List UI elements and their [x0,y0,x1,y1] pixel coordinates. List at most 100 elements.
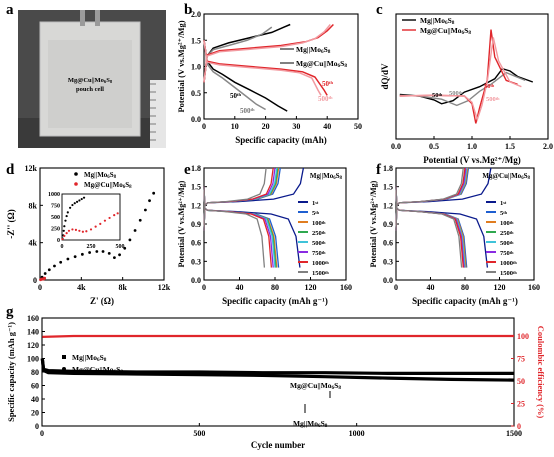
inset-x-tick-d: 0 [61,244,64,250]
text-span: S [340,59,344,68]
text-span: 5 [312,210,316,217]
legend-marker-d-1 [74,172,78,176]
inset-point-d [78,199,81,202]
y-tick-e-label: 0.3 [191,257,201,266]
text-span: Mg@Cu||Mo [72,365,114,374]
charge-curve-e-6 [203,167,274,231]
series-line-b-3 [203,40,266,111]
inset-point-d [71,228,74,231]
y-tick-e-label: 1.8 [191,164,201,173]
legend-g-2: Mg@Cu||Mo6S8 [72,365,123,375]
y2-tick-g-label: 50 [517,377,525,386]
legend-marker-g-2 [62,367,66,371]
x-tick-c-label: 2.0 [543,142,553,151]
text-span: Mg@Cu||Mo [290,381,332,390]
text-span: 500 [500,240,510,247]
x-axis-label-c: Potential (V vs.Mg²⁺/Mg) [423,155,521,165]
text-span: Mg||Mo [310,172,334,180]
text-span: 500 [318,95,329,103]
text-span: S [524,172,528,180]
text-span: 6 [107,175,110,180]
data-point-d [80,252,84,256]
y-tick-b-label: 0.5 [191,89,201,98]
series-line-b-5 [203,40,328,96]
discharge-curve-e-7 [203,186,266,268]
inset-point-d [85,230,88,233]
text-span: 6 [338,63,341,69]
legend-b-2: Mg@Cu||Mo6S8 [296,59,347,69]
series-line-b-1 [203,40,288,112]
y-tick-g-label: 0 [35,422,39,431]
y-tick-f-label: 1.5 [383,183,393,192]
text-span: 50 [230,92,238,100]
panel-letter: d [6,162,15,178]
text-span: st [503,200,507,205]
text-span: 6 [521,176,524,181]
text-span: 500 [240,107,251,115]
text-span: th [237,92,242,97]
inset-frame-d [61,193,121,241]
data-point-d [59,260,63,264]
y2-axis-label-g: Coulombic efficiency (%) [536,326,546,419]
inset-point-d [103,219,107,222]
inset-point-d [61,237,64,241]
y-tick-g-label: 80 [31,368,39,377]
text-span: th [329,80,334,85]
legend-f-0: 1st [500,200,507,207]
y-tick-e-label: 1.2 [191,201,201,210]
x-tick-e-label: 160 [340,283,352,292]
inset-y-tick-d: 500 [51,215,60,221]
legend-d-2: Mg@Cu||Mo6S8 [84,181,132,190]
text-span: th [329,95,334,100]
text-span: 6 [114,369,117,375]
text-span: 8 [114,175,117,180]
y-tick-g-label: 60 [31,382,39,391]
inset-point-d [71,203,74,207]
y-tick-b-label: 1.0 [191,63,201,72]
inset-point-d [75,200,79,203]
x-tick-b-label: 10 [231,122,239,131]
text-span: 1 [312,200,315,207]
chart-title-f: Mg@Cu||Mo6S8 [482,172,530,181]
series-line-g-0 [40,358,515,382]
inset-point-d [63,234,66,237]
annotation-g-cu: Mg@Cu||Mo6S8 [290,381,341,391]
annotation-b-50-black: 50th [230,92,242,100]
inset-point-d [81,230,84,233]
inset-point-d [62,229,65,232]
legend-marker-d-2 [74,182,78,186]
x-axis-label-f: Specific capacity (mAh g⁻¹) [412,296,518,306]
text-span: 6 [104,79,107,84]
discharge-curve-f-7 [395,186,463,268]
x-tick-c-label: 0.5 [429,142,439,151]
series-line-b-6 [203,24,331,83]
y-tick-g-label: 120 [27,341,39,350]
text-span: th [513,260,517,265]
plot-frame-c [395,13,549,140]
annotation-c-500-pink: 500th [486,96,500,103]
y-tick-f-label: 0.0 [383,276,393,285]
y-tick-e-label: 0.6 [191,239,201,248]
text-span: S [100,353,104,362]
inset-point-d [113,214,116,217]
discharge-curve-f-2 [395,186,467,268]
y-axis-label-b: Potential (V vs.Mg²⁺/Mg) [176,20,186,112]
inset-point-d [66,211,69,214]
text-span: Mg||Mo [293,419,318,428]
data-point-d [53,264,56,268]
inset-point-d [63,225,66,228]
text-span: 8 [328,49,331,55]
legend-f-1: 5th [500,210,508,217]
text-span: st [315,200,319,205]
text-span: Mg@Cu||Mo [68,77,104,84]
text-span: 8 [110,79,113,84]
text-span: 6 [97,357,100,363]
y-tick-f-label: 1.2 [383,201,393,210]
inset-point-d [67,229,71,232]
legend-f-5: 750th [500,250,514,257]
y-tick-g-label: 20 [31,409,39,418]
text-span: th [510,240,514,245]
inset-point-d [73,202,76,205]
inset-point-d [78,229,81,232]
series-line-b-4 [203,23,334,83]
